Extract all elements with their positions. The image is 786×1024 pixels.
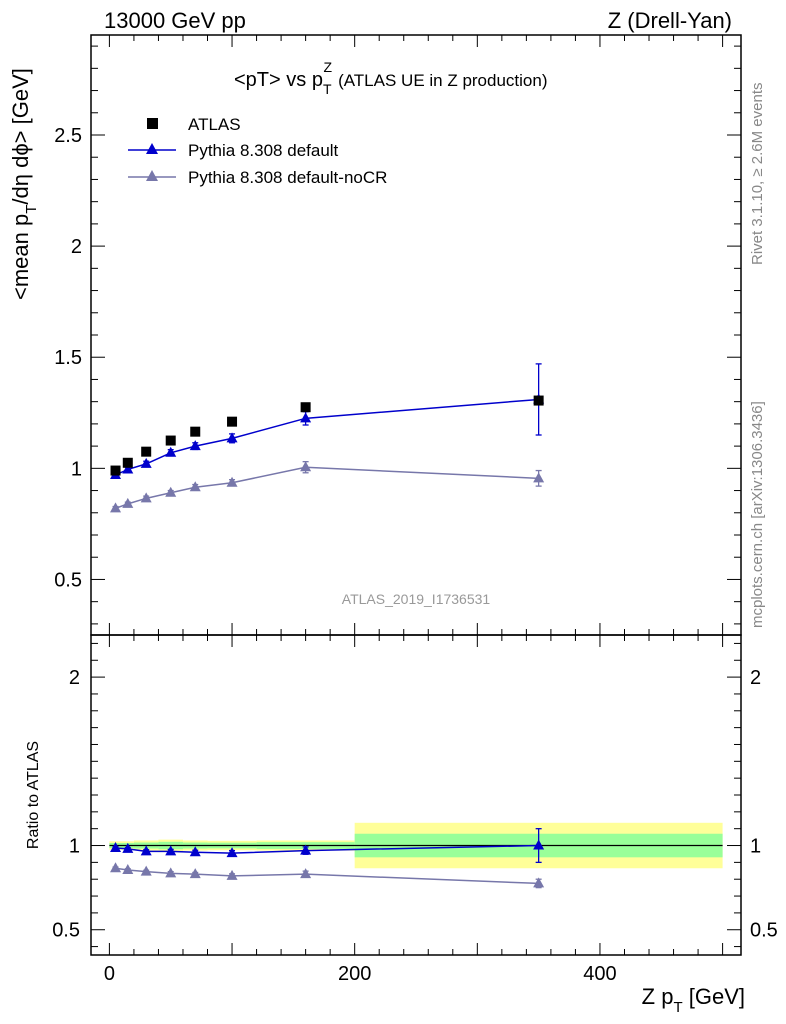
ratio-nocr-point-0 <box>110 862 122 873</box>
main-nocr-point-7 <box>533 472 545 483</box>
ratio-plot-series <box>110 828 545 889</box>
ratio-y-tick-label-left-1: 1 <box>69 836 80 858</box>
main-nocr-point-3 <box>165 486 177 497</box>
ratio-default-point-4 <box>189 846 201 857</box>
ratio-uncertainty-bands <box>109 822 723 869</box>
main-y-tick-label-1: 1 <box>71 458 82 480</box>
main-atlas-point-0 <box>110 465 121 476</box>
main-y-axis-label-post: /dη dϕ> [GeV] <box>8 68 33 204</box>
main-atlas-point-3 <box>165 435 176 446</box>
main-nocr-point-4 <box>189 481 201 492</box>
ratio-y-tick-label-right-1: 1 <box>750 836 761 858</box>
main-y-tick-label-4: 2.5 <box>54 125 82 147</box>
ratio-default-point-2 <box>140 845 152 856</box>
main-y-axis-label-pre: <mean p <box>8 214 33 300</box>
main-default-point-3 <box>165 446 177 457</box>
ratio-nocr-point-3 <box>165 867 177 878</box>
main-nocr-line <box>115 466 539 510</box>
main-y-axis-label: <mean pT/dη dϕ> [GeV] <box>8 68 40 300</box>
legend-label-nocr: Pythia 8.308 default-noCR <box>188 168 387 187</box>
main-default-point-5 <box>226 432 238 443</box>
legend-label-atlas: ATLAS <box>188 115 241 134</box>
main-default-point-6 <box>300 412 312 423</box>
x-axis-label-pre: Z p <box>642 984 674 1009</box>
main-default-point-4 <box>189 440 201 451</box>
header-right: Z (Drell-Yan) <box>608 8 732 33</box>
ratio-nocr-point-4 <box>189 868 201 879</box>
plot-title-main: <pT> vs p <box>234 69 323 91</box>
ratio-frame <box>90 634 742 956</box>
main-atlas-point-5 <box>227 416 238 427</box>
x-tick-label-1: 200 <box>338 963 371 985</box>
ratio-nocr-point-2 <box>140 865 152 876</box>
legend-marker-atlas <box>147 118 158 129</box>
ratio-default-point-5 <box>226 847 238 858</box>
ratio-default-point-3 <box>165 845 177 856</box>
ratio-y-axis-label: Ratio to ATLAS <box>25 741 42 849</box>
main-nocr-point-6 <box>300 461 312 472</box>
ratio-nocr-point-1 <box>122 863 134 874</box>
plot-title-sup: Z <box>324 59 333 75</box>
main-default-point-1 <box>122 463 134 474</box>
main-plot-series <box>110 363 545 513</box>
ratio-y-tick-label-right-0: 0.5 <box>750 920 778 942</box>
main-atlas-point-6 <box>300 402 311 413</box>
ratio-default-point-6 <box>300 844 312 855</box>
ratio-nocr-line <box>115 867 539 885</box>
legend: ATLAS Pythia 8.308 default Pythia 8.308 … <box>128 115 387 187</box>
ratio-y-tick-label-left-0: 0.5 <box>52 920 80 942</box>
main-atlas-point-2 <box>141 446 152 457</box>
ratio-y-tick-label-left-2: 2 <box>69 667 80 689</box>
rivet-label: Rivet 3.1.10, ≥ 2.6M events <box>749 83 766 266</box>
main-y-tick-label-0: 0.5 <box>54 569 82 591</box>
x-tick-label-0: 0 <box>104 963 115 985</box>
main-default-line <box>115 398 539 476</box>
main-y-tick-label-2: 1.5 <box>54 347 82 369</box>
main-nocr-point-2 <box>140 492 152 503</box>
main-y-tick-label-3: 2 <box>71 236 82 258</box>
ratio-default-point-1 <box>122 842 134 853</box>
plot-title: <pT> vs pTZ (ATLAS UE in Z production) <box>234 59 548 97</box>
axes: 0 200 400 0.5 1 1.5 2 2.5 0.5 0.5 1 1 2 2 <box>52 34 778 985</box>
main-default-point-2 <box>140 457 152 468</box>
header-left: 13000 GeV pp <box>104 8 246 33</box>
ratio-nocr-point-6 <box>300 868 312 879</box>
x-axis-label: Z pT [GeV] <box>642 984 745 1016</box>
main-atlas-point-4 <box>190 426 201 437</box>
main-atlas-point-7 <box>533 395 544 406</box>
x-axis-label-post: [GeV] <box>683 984 745 1009</box>
legend-marker-nocr <box>146 170 158 181</box>
plot-title-sub: T <box>323 81 332 97</box>
ratio-nocr-point-7 <box>533 877 545 888</box>
ratio-default-point-7 <box>533 839 545 850</box>
plot-title-rest: (ATLAS UE in Z production) <box>338 71 547 90</box>
main-y-axis-label-sub: T <box>23 205 40 214</box>
mcplots-label: mcplots.cern.ch [arXiv:1306.3436] <box>749 401 766 628</box>
ratio-default-point-0 <box>110 842 122 853</box>
legend-label-default: Pythia 8.308 default <box>188 141 339 160</box>
main-nocr-point-1 <box>122 497 134 508</box>
x-tick-label-2: 400 <box>583 963 616 985</box>
x-axis-label-sub: T <box>673 999 682 1016</box>
main-nocr-point-5 <box>226 476 238 487</box>
ratio-y-tick-label-right-2: 2 <box>750 667 761 689</box>
legend-marker-default <box>146 143 158 154</box>
main-atlas-point-1 <box>122 457 133 468</box>
ratio-nocr-point-5 <box>226 869 238 880</box>
main-nocr-point-0 <box>110 502 122 513</box>
analysis-watermark: ATLAS_2019_I1736531 <box>342 591 491 607</box>
